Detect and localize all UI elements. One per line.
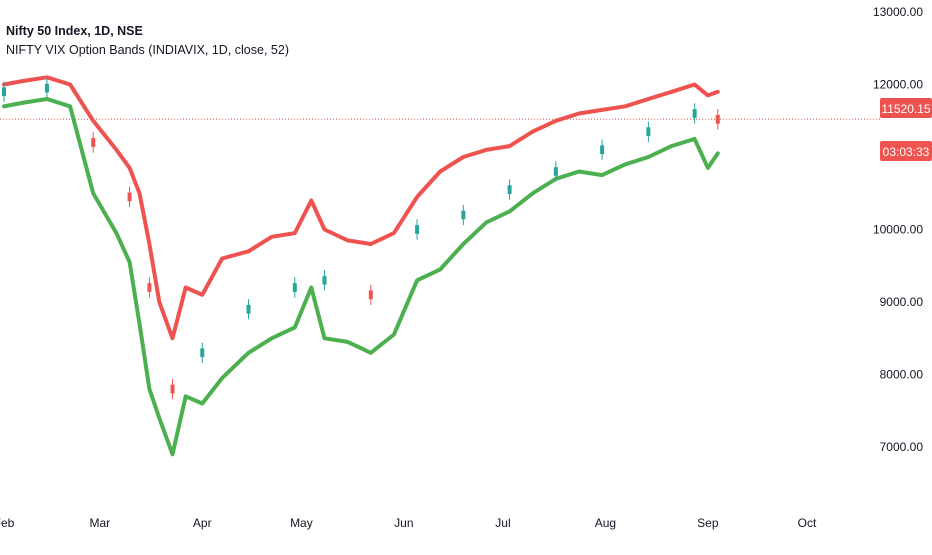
y-tick-label: 8000.00	[880, 368, 924, 382]
candle	[2, 87, 6, 97]
candle	[147, 283, 152, 292]
x-tick-label: Aug	[595, 516, 616, 530]
upper-band-line	[2, 75, 720, 341]
chart-legend: Nifty 50 Index, 1D, NSE NIFTY VIX Option…	[6, 22, 289, 60]
lower-band-line	[2, 97, 720, 457]
y-tick-label: 13000.00	[873, 5, 923, 19]
x-tick-label: Sep	[697, 516, 719, 530]
candle	[646, 127, 651, 136]
x-tick-label: Jul	[495, 516, 510, 530]
x-tick-label: Oct	[798, 516, 817, 530]
y-tick-label: 12000.00	[873, 78, 923, 92]
y-tick-label: 10000.00	[873, 223, 923, 237]
symbol-title[interactable]: Nifty 50 Index, 1D, NSE	[6, 24, 143, 38]
candle	[170, 384, 175, 394]
x-tick-label: Mar	[89, 516, 110, 530]
last-price-badge	[880, 98, 932, 118]
x-tick-label: May	[290, 516, 313, 530]
countdown-badge	[880, 141, 932, 161]
candle	[322, 275, 327, 285]
candle	[461, 210, 466, 220]
candle	[715, 114, 720, 124]
bar-countdown-label: 03:03:33	[883, 145, 930, 159]
candle	[127, 192, 132, 202]
candle	[200, 348, 205, 358]
candle	[44, 83, 49, 93]
candle	[507, 185, 512, 194]
last-price-label: 11520.15	[881, 102, 930, 116]
y-tick-label: 7000.00	[880, 440, 924, 454]
candle	[415, 225, 420, 234]
y-tick-label: 9000.00	[880, 295, 924, 309]
candle	[553, 167, 558, 176]
indicator-title[interactable]: NIFTY VIX Option Bands (INDIAVIX, 1D, cl…	[6, 43, 289, 57]
candle	[692, 109, 697, 118]
candle	[91, 138, 96, 147]
candle	[246, 304, 251, 314]
candle	[600, 145, 605, 155]
x-tick-label: Jun	[394, 516, 413, 530]
x-tick-label: Apr	[193, 516, 212, 530]
candle	[292, 283, 297, 292]
candle	[368, 290, 373, 300]
x-tick-label: Feb	[0, 516, 15, 530]
